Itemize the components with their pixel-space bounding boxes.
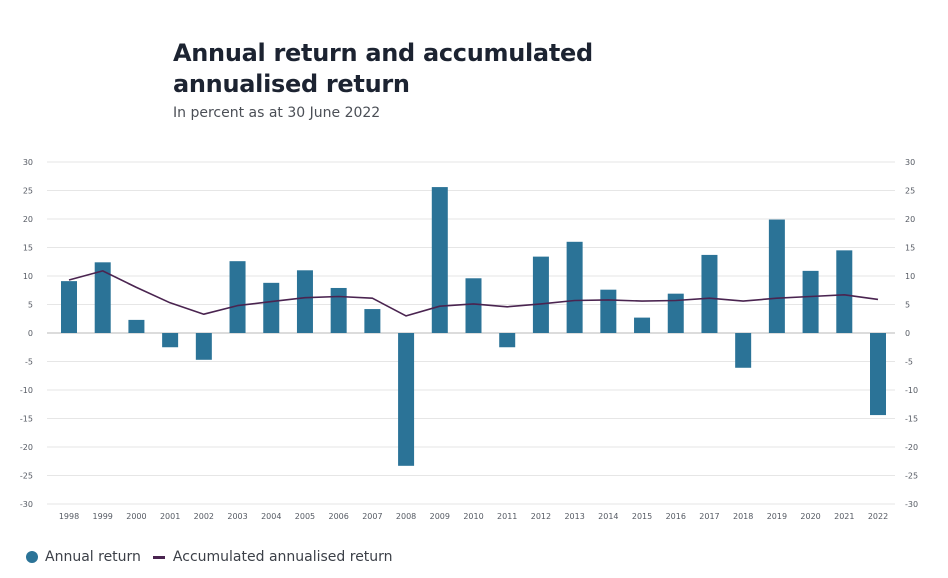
legend-label-accumulated-return: Accumulated annualised return [172,549,393,565]
bar-2005 [296,270,313,333]
x-tick-label: 2019 [767,512,787,521]
y-tick-label-left: 30 [23,158,33,167]
x-tick-label: 2017 [699,512,719,521]
bar-2010 [465,278,482,333]
legend: Annual return Accumulated annualised ret… [26,549,405,565]
y-tick-label-right: 25 [905,187,915,196]
chart-subtitle: In percent as at 30 June 2022 [173,105,381,121]
y-tick-label-right: 15 [905,244,915,253]
bar-2015 [634,317,651,333]
y-tick-label-left: 15 [23,244,33,253]
y-axis-left: 30 25 20 15 10 5 0 -5 -10 -15 -20 -25 -30 [20,158,33,509]
y-tick-label-left: 10 [23,272,33,281]
bar-2021 [836,250,853,333]
bar-series-annual-return [61,187,886,466]
x-tick-label: 1999 [93,512,113,521]
x-tick-label: 2009 [430,512,450,521]
legend-item-accumulated-return: Accumulated annualised return [152,549,393,565]
bar-2013 [566,241,583,333]
x-tick-label: 2010 [463,512,483,521]
line-series-accumulated-return [68,270,879,317]
y-tick-label-right: -30 [905,500,918,509]
accumulated-return-line [68,270,879,317]
bar-2022 [870,333,886,416]
x-tick-label: 2005 [295,512,315,521]
bar-2019 [768,219,785,333]
grid-lines [47,161,895,505]
x-tick-label: 2003 [227,512,247,521]
y-tick-label-right: -20 [905,443,918,452]
y-tick-label-right: 20 [905,215,915,224]
x-tick-label: 2008 [396,512,416,521]
x-tick-label: 2022 [868,512,888,521]
bar-2009 [431,187,448,333]
y-tick-label-left: 20 [23,215,33,224]
x-tick-label: 1998 [59,512,79,521]
bar-2014 [600,289,617,333]
y-tick-label-left: -20 [20,443,33,452]
x-tick-label: 2002 [194,512,214,521]
y-tick-label-left: -30 [20,500,33,509]
y-tick-label-left: 5 [28,301,33,310]
bar-2006 [330,287,347,333]
bar-2011 [499,333,516,348]
legend-item-annual-return: Annual return [26,549,141,565]
bar-2016 [667,293,684,333]
y-tick-label-left: -15 [20,415,33,424]
x-tick-label: 2021 [834,512,854,521]
x-tick-label: 2016 [666,512,686,521]
bar-2012 [532,256,549,333]
bar-2008 [398,333,415,466]
legend-swatch-accumulated-return [152,555,165,559]
y-tick-label-right: -5 [905,358,913,367]
y-tick-label-left: -10 [20,386,33,395]
x-tick-label: 2020 [800,512,820,521]
y-tick-label-right: 5 [905,301,910,310]
x-tick-label: 2007 [362,512,382,521]
chart-title: Annual return and accumulated annualised… [173,39,593,98]
bar-2017 [701,254,718,333]
bar-2000 [128,319,145,333]
x-tick-label: 2012 [531,512,551,521]
y-tick-label-right: 10 [905,272,915,281]
y-tick-label-left: -25 [20,472,33,481]
x-tick-label: 2006 [328,512,348,521]
y-tick-label-right: 0 [905,329,910,338]
legend-swatch-annual-return [26,551,38,563]
y-tick-label-left: 0 [28,329,33,338]
x-tick-label: 2013 [564,512,584,521]
bar-2020 [802,270,819,333]
y-tick-label-right: -10 [905,386,918,395]
bar-2001 [162,333,179,348]
y-tick-label-right: -25 [905,472,918,481]
legend-label-annual-return: Annual return [45,549,141,565]
y-axis-right: 30 25 20 15 10 5 0 -5 -10 -15 -20 -25 -30 [905,158,918,509]
x-tick-label: 2011 [497,512,517,521]
x-tick-label: 2000 [126,512,146,521]
bar-2004 [263,282,280,333]
bar-1999 [94,262,111,333]
x-tick-label: 2014 [598,512,618,521]
bar-2018 [735,333,752,368]
x-axis: 1998 1999 2000 2001 2002 2003 2004 2005 2006 2007… [59,512,888,521]
bar-2002 [195,333,212,360]
y-tick-label-left: 25 [23,187,33,196]
x-tick-label: 2001 [160,512,180,521]
y-tick-label-right: -15 [905,415,918,424]
x-tick-label: 2004 [261,512,281,521]
x-tick-label: 2015 [632,512,652,521]
bar-2007 [364,309,381,333]
bar-2003 [229,261,246,333]
y-tick-label-left: -5 [25,358,33,367]
bar-1998 [61,281,77,333]
y-tick-label-right: 30 [905,158,915,167]
x-tick-label: 2018 [733,512,753,521]
